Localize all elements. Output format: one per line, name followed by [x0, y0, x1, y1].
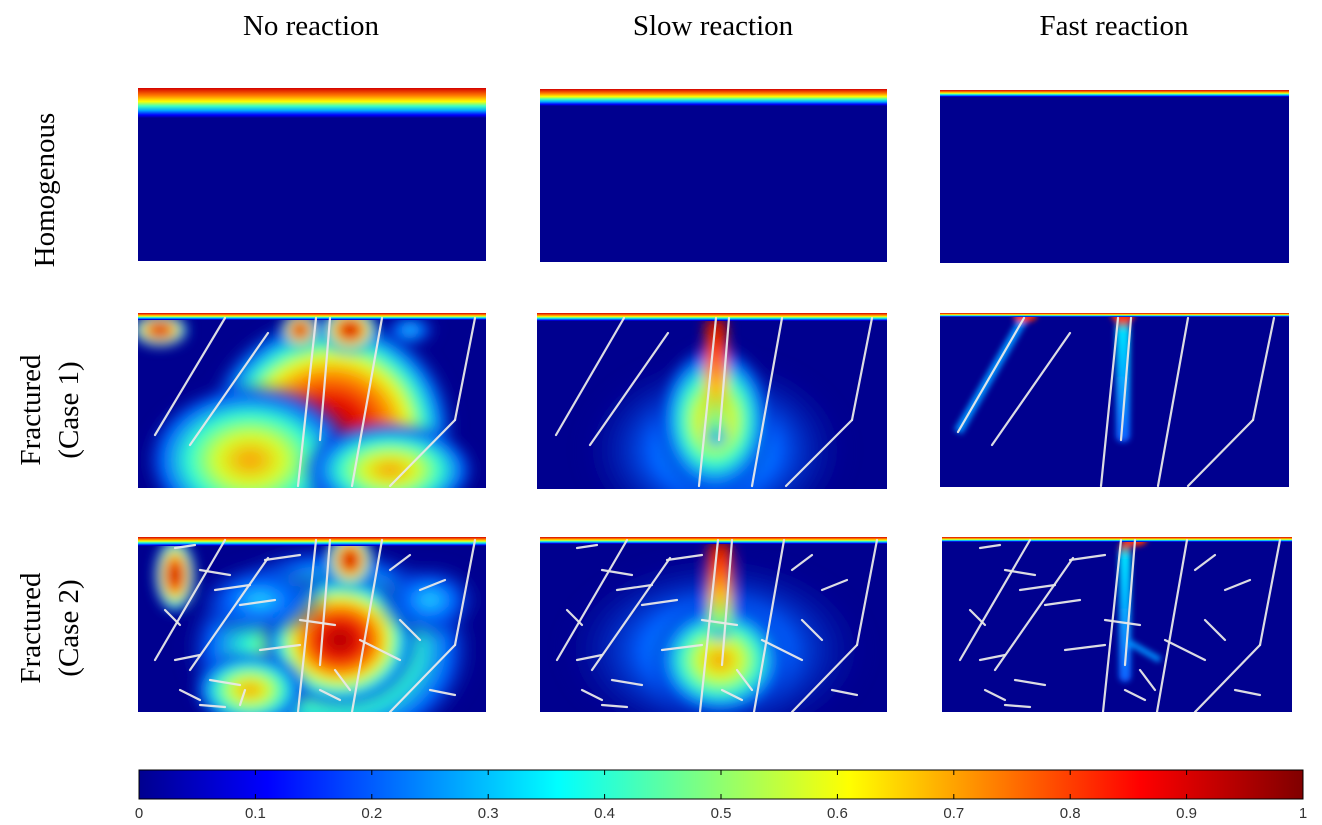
row-title-case2-line1: Fractured: [15, 572, 47, 684]
colorbar-tick-label: 0.5: [711, 805, 732, 822]
fracture-network-case2-b: [555, 538, 879, 712]
column-title-slow-reaction: Slow reaction: [633, 10, 794, 42]
colorbar-tick-label: 0.3: [478, 805, 499, 822]
fracture-network-case1-a: [153, 316, 477, 488]
colorbar-tick-label: 0.2: [361, 805, 382, 822]
panel-case2-slow-reaction: [540, 537, 887, 712]
colorbar: 0 0.1 0.2 0.3 0.4 0.5 0.6 0.7 0.8 0.9 1: [135, 769, 1307, 822]
colorbar-tick-label: 0.4: [594, 805, 615, 822]
panel-homogenous-fast-reaction: [940, 90, 1289, 263]
colorbar-tick-label: 0: [135, 805, 143, 822]
colorbar-ticks: 0 0.1 0.2 0.3 0.4 0.5 0.6 0.7 0.8 0.9 1: [135, 770, 1307, 822]
panel-case2-no-reaction: [138, 537, 486, 712]
colorbar-tick-label: 0.8: [1060, 805, 1081, 822]
panel-case2-fast-reaction: [942, 537, 1292, 712]
colorbar-tick-label: 0.7: [943, 805, 964, 822]
row-title-case2-line2: (Case 2): [53, 579, 85, 676]
fracture-network-case1-c: [956, 316, 1276, 487]
colorbar-tick-label: 0.1: [245, 805, 266, 822]
fracture-network-case1-b: [554, 316, 874, 488]
row-title-homogenous: Homogenous: [29, 113, 61, 268]
colorbar-tick-label: 0.6: [827, 805, 848, 822]
fracture-network-case2-c: [958, 538, 1282, 712]
panel-case1-no-reaction: [138, 313, 486, 488]
column-title-no-reaction: No reaction: [243, 10, 380, 42]
panel-case1-slow-reaction: [537, 313, 887, 489]
row-title-case1-line2: (Case 1): [53, 361, 85, 458]
row-title-case1-line1: Fractured: [15, 354, 47, 466]
panel-case1-fast-reaction: [940, 313, 1289, 487]
fracture-network-case2-a: [153, 538, 477, 712]
colorbar-tick-label: 1: [1299, 805, 1307, 822]
panel-homogenous-slow-reaction: [540, 89, 887, 262]
colorbar-tick-label: 0.9: [1176, 805, 1197, 822]
column-title-fast-reaction: Fast reaction: [1040, 10, 1189, 42]
panel-homogenous-no-reaction: [138, 88, 486, 261]
